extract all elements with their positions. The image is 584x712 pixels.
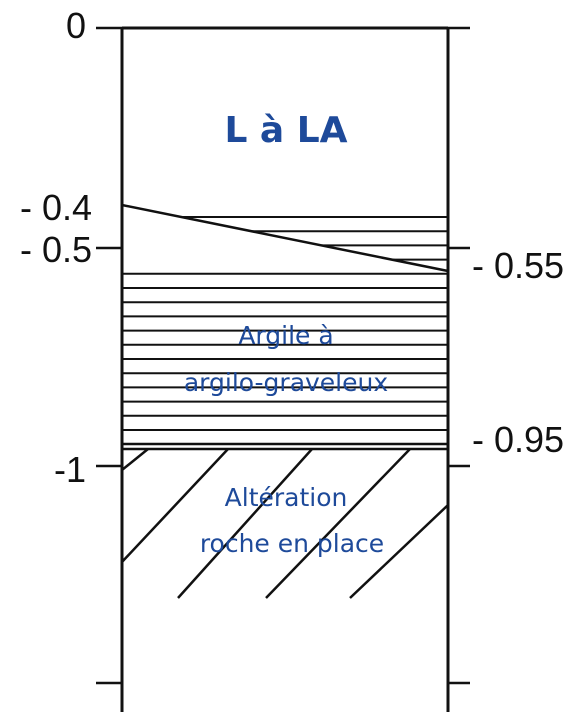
boundary-top-sloped	[121, 203, 449, 273]
depth-label-1: -1	[54, 449, 86, 490]
depth-label-0-95: - 0.95	[472, 419, 564, 460]
layer-top-label: L à LA	[224, 110, 347, 151]
clay-horizontal-hatch	[122, 216, 448, 431]
column-outline	[120, 26, 450, 712]
layer-rock-label-line2: roche en place	[200, 529, 384, 558]
layer-clay-label-line1: Argile à	[238, 321, 333, 350]
layer-clay-label-line2: argilo-graveleux	[184, 368, 388, 397]
right-ticks	[448, 26, 470, 685]
layer-rock-label-line1: Altération	[225, 483, 348, 512]
left-ticks	[96, 26, 122, 685]
depth-label-0-5: - 0.5	[20, 229, 92, 270]
rock-diagonal-hatch	[122, 449, 448, 599]
depth-label-0: 0	[66, 5, 86, 46]
depth-label-0-55: - 0.55	[472, 245, 564, 286]
depth-label-0-4: - 0.4	[20, 187, 92, 228]
